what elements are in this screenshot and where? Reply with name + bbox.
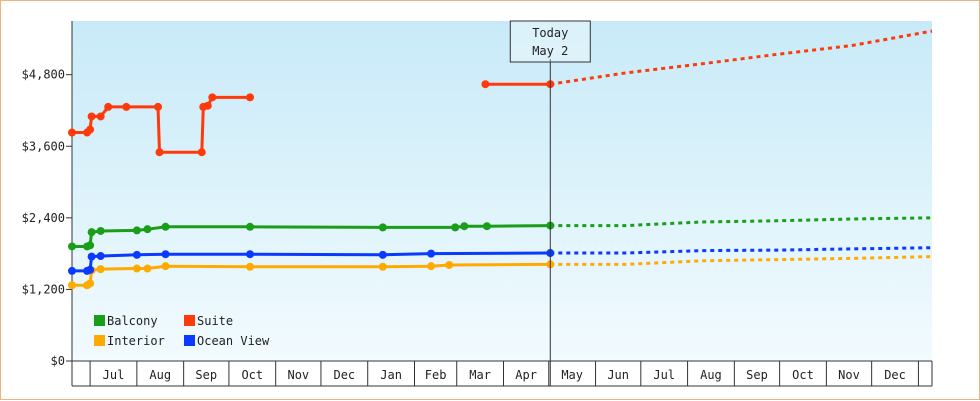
x-tick-label: Mar <box>469 368 491 382</box>
x-tick-label: Dec <box>333 368 355 382</box>
x-tick-label: Nov <box>287 368 309 382</box>
data-point[interactable] <box>427 249 436 258</box>
data-point[interactable] <box>87 228 96 237</box>
data-point[interactable] <box>197 148 206 157</box>
legend-label: Interior <box>107 334 165 348</box>
data-point[interactable] <box>246 250 255 259</box>
x-tick-label: May <box>561 368 583 382</box>
x-tick-label: Oct <box>241 368 263 382</box>
data-point[interactable] <box>68 281 76 290</box>
y-tick-label: $1,200 <box>22 282 65 296</box>
data-point[interactable] <box>68 128 76 137</box>
x-tick-label: Sep <box>195 368 217 382</box>
x-tick-label: Jul <box>103 368 125 382</box>
legend-swatch <box>184 315 195 326</box>
data-point[interactable] <box>86 265 95 274</box>
today-date-label: May 2 <box>532 44 568 58</box>
data-point[interactable] <box>378 223 387 232</box>
data-point[interactable] <box>154 102 162 111</box>
data-point[interactable] <box>246 222 255 231</box>
y-tick-label: $0 <box>51 354 65 368</box>
data-point[interactable] <box>122 102 131 111</box>
data-point[interactable] <box>427 262 436 271</box>
legend-item-suite: Suite <box>184 314 233 328</box>
data-point[interactable] <box>161 222 170 231</box>
data-point[interactable] <box>451 223 460 232</box>
data-point[interactable] <box>104 102 113 111</box>
projection-line <box>550 246 933 255</box>
y-tick-label: $3,600 <box>22 139 65 153</box>
legend-item-interior: Interior <box>94 334 165 348</box>
legend-swatch <box>94 335 105 346</box>
data-point[interactable] <box>481 80 490 89</box>
data-point[interactable] <box>86 125 95 134</box>
data-point[interactable] <box>445 260 454 269</box>
data-point[interactable] <box>203 101 212 110</box>
legend-label: Ocean View <box>197 334 270 348</box>
plot-area <box>72 21 932 361</box>
legend-swatch <box>184 335 195 346</box>
x-tick-label: Dec <box>884 368 906 382</box>
series-suite <box>68 29 933 157</box>
data-point[interactable] <box>86 279 95 288</box>
data-point[interactable] <box>378 262 387 271</box>
x-tick-label: Oct <box>792 368 814 382</box>
x-tick-label: Aug <box>700 368 722 382</box>
x-tick-label: Sep <box>746 368 768 382</box>
legend-label: Suite <box>197 314 233 328</box>
today-label-box <box>509 20 591 63</box>
data-point[interactable] <box>132 264 141 273</box>
data-point[interactable] <box>460 222 469 231</box>
x-tick-label: Apr <box>515 368 537 382</box>
legend-item-ocean-view: Ocean View <box>184 334 270 348</box>
data-point[interactable] <box>208 93 217 102</box>
x-tick-label: Nov <box>838 368 860 382</box>
data-point[interactable] <box>96 265 105 274</box>
x-tick-label: Feb <box>425 368 447 382</box>
projection-line <box>550 216 933 228</box>
y-tick-label: $2,400 <box>22 211 65 225</box>
legend-label: Balcony <box>107 314 158 328</box>
data-point[interactable] <box>246 93 255 102</box>
data-point[interactable] <box>143 225 152 234</box>
data-point[interactable] <box>68 242 76 251</box>
data-point[interactable] <box>87 112 96 121</box>
projection-line <box>550 255 933 266</box>
x-tick-label: Jul <box>653 368 675 382</box>
data-point[interactable] <box>87 252 96 261</box>
data-point[interactable] <box>132 226 141 235</box>
data-point[interactable] <box>378 250 387 259</box>
data-point[interactable] <box>96 112 105 121</box>
legend-item-balcony: Balcony <box>94 314 158 328</box>
x-tick-label: Jun <box>607 368 629 382</box>
today-label: Today <box>532 26 568 40</box>
data-point[interactable] <box>143 264 152 273</box>
data-point[interactable] <box>161 262 170 271</box>
data-point[interactable] <box>482 222 491 231</box>
x-tick-label: Aug <box>149 368 171 382</box>
y-tick-label: $4,800 <box>22 68 65 82</box>
data-point[interactable] <box>86 241 95 250</box>
legend-swatch <box>94 315 105 326</box>
data-point[interactable] <box>246 262 255 271</box>
data-point[interactable] <box>155 148 164 157</box>
data-point[interactable] <box>161 250 170 259</box>
data-point[interactable] <box>96 252 105 261</box>
series-balcony <box>68 216 933 251</box>
x-tick-label: Jan <box>380 368 402 382</box>
series-ocean-view <box>68 246 933 275</box>
data-point[interactable] <box>96 226 105 235</box>
data-point[interactable] <box>68 266 76 275</box>
data-point[interactable] <box>132 250 141 259</box>
